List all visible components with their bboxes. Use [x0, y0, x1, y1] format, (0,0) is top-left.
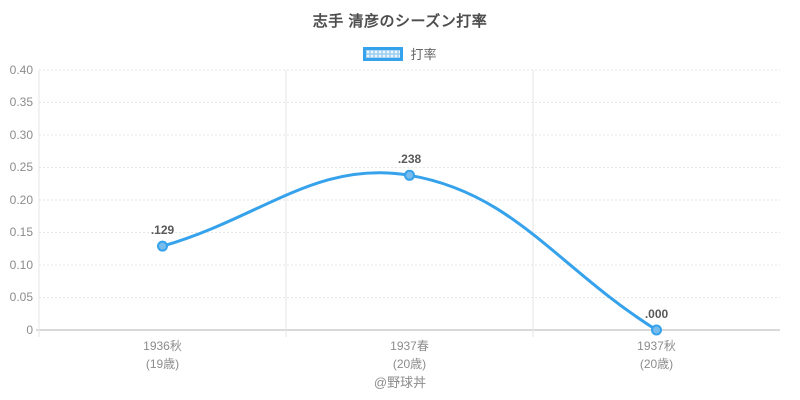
legend-label: 打率	[410, 47, 437, 62]
y-axis-label: 0.35	[9, 95, 33, 109]
legend-swatch	[363, 46, 404, 61]
data-point[interactable]	[404, 169, 415, 181]
legend-item-batting-average[interactable]: 打率	[363, 44, 437, 63]
x-axis-label-line: 1937秋	[637, 339, 676, 353]
point-label: .129	[150, 223, 175, 238]
data-point[interactable]	[651, 324, 662, 336]
legend: 打率	[0, 44, 800, 63]
footer-credit: @野球丼	[373, 375, 427, 390]
x-axis-label: 1937秋 (20歳)	[567, 337, 747, 373]
x-axis-label: 1936秋 (19歳)	[73, 337, 253, 373]
y-axis-label: 0.40	[9, 62, 33, 77]
x-axis-label-line: 1937春	[390, 339, 429, 353]
x-axis-label-line: 1936秋	[143, 339, 182, 353]
x-axis-label: 1937春 (20歳)	[320, 337, 500, 373]
y-axis-label: 0.30	[9, 127, 33, 142]
y-axis-label: 0.25	[9, 160, 33, 174]
y-axis-label: 0	[26, 322, 33, 337]
x-axis-label-line: (20歳)	[639, 357, 674, 371]
y-axis-label: 0.15	[9, 225, 33, 239]
y-axis-label: 0.05	[9, 290, 33, 304]
chart-title: 志手 清彦のシーズン打率	[312, 13, 488, 30]
y-axis-label: 0.10	[9, 257, 33, 272]
point-label: .000	[644, 307, 669, 321]
x-axis-label-line: (20歳)	[392, 357, 427, 371]
data-point[interactable]	[157, 240, 168, 252]
x-axis-label-line: (19歳)	[145, 357, 180, 371]
y-axis-label: 0.20	[9, 192, 33, 207]
point-label: .238	[397, 152, 422, 167]
